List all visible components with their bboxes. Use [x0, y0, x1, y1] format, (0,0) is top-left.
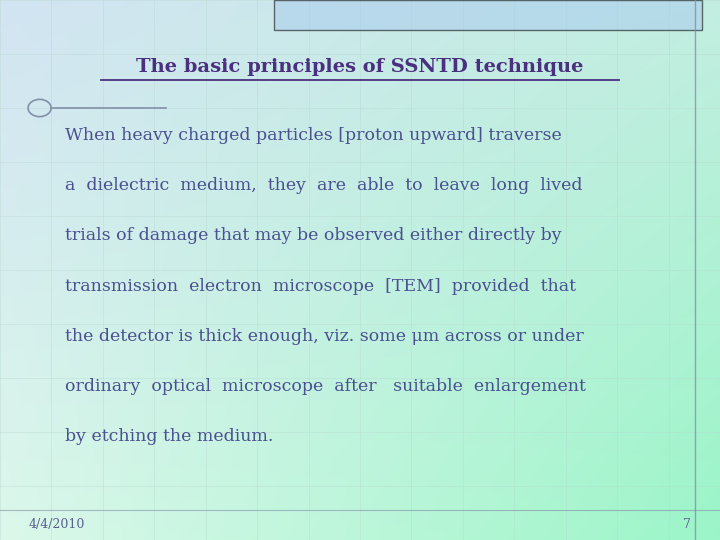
Text: transmission  electron  microscope  [TEM]  provided  that: transmission electron microscope [TEM] p…	[65, 278, 576, 294]
Text: 7: 7	[683, 518, 691, 531]
FancyBboxPatch shape	[274, 0, 702, 30]
Text: trials of damage that may be observed either directly by: trials of damage that may be observed ei…	[65, 227, 562, 244]
Text: The basic principles of SSNTD technique: The basic principles of SSNTD technique	[136, 58, 584, 77]
Text: 4/4/2010: 4/4/2010	[29, 518, 85, 531]
Text: by etching the medium.: by etching the medium.	[65, 428, 273, 445]
Text: When heavy charged particles [proton upward] traverse: When heavy charged particles [proton upw…	[65, 127, 562, 144]
Text: the detector is thick enough, viz. some μm across or under: the detector is thick enough, viz. some …	[65, 328, 583, 345]
Text: a  dielectric  medium,  they  are  able  to  leave  long  lived: a dielectric medium, they are able to le…	[65, 177, 582, 194]
Text: ordinary  optical  microscope  after   suitable  enlargement: ordinary optical microscope after suitab…	[65, 378, 585, 395]
